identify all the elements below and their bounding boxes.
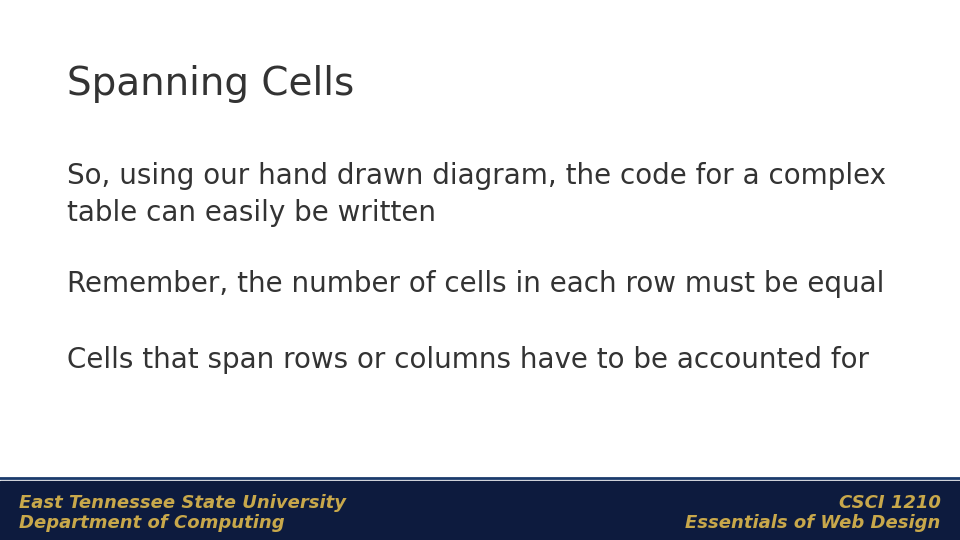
Text: CSCI 1210: CSCI 1210	[839, 494, 941, 512]
Text: Department of Computing: Department of Computing	[19, 514, 285, 532]
Text: Cells that span rows or columns have to be accounted for: Cells that span rows or columns have to …	[67, 346, 869, 374]
Text: So, using our hand drawn diagram, the code for a complex
table can easily be wri: So, using our hand drawn diagram, the co…	[67, 162, 886, 227]
Text: Remember, the number of cells in each row must be equal: Remember, the number of cells in each ro…	[67, 270, 884, 298]
Text: East Tennessee State University: East Tennessee State University	[19, 494, 347, 512]
Text: Spanning Cells: Spanning Cells	[67, 65, 354, 103]
Text: Essentials of Web Design: Essentials of Web Design	[685, 514, 941, 532]
Bar	[0, 481, 960, 540]
